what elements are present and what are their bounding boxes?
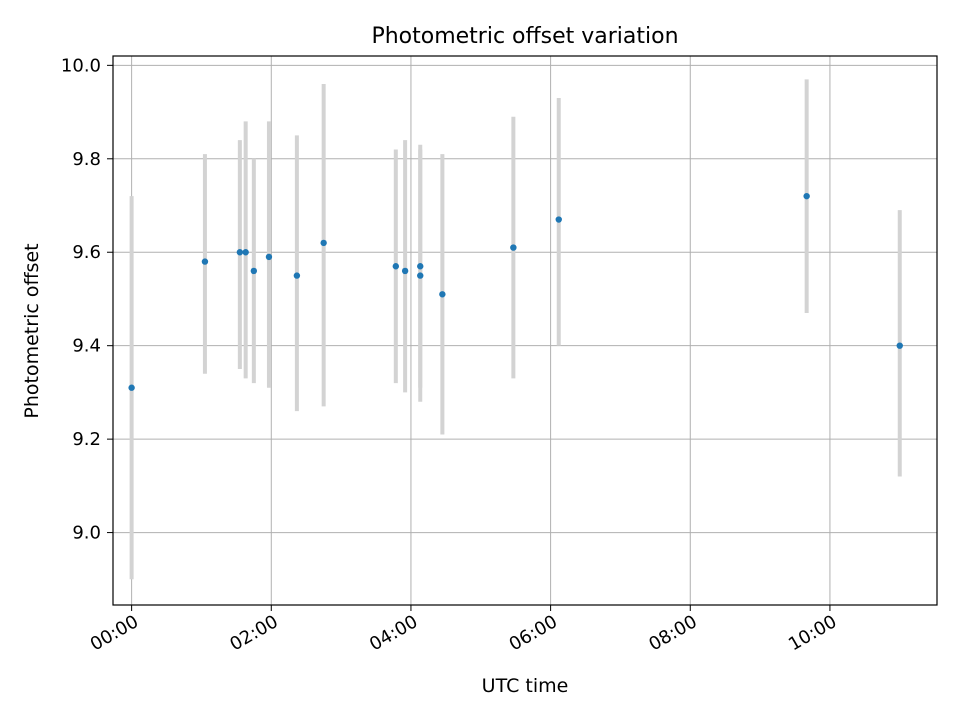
y-tick-label: 9.4 [72, 336, 101, 357]
data-point [242, 249, 249, 256]
data-point [320, 239, 327, 247]
data-point [510, 244, 517, 251]
chart-title: Photometric offset variation [371, 24, 678, 49]
axes-frame [112, 55, 938, 606]
data-point [293, 272, 301, 279]
data-point [236, 249, 244, 256]
data-point [896, 342, 903, 349]
y-axis-label: Photometric offset [21, 243, 43, 418]
data-point [201, 258, 209, 265]
y-tick-label: 9.8 [72, 149, 101, 170]
data-point [265, 253, 273, 261]
data-point [417, 272, 424, 279]
data-point [401, 267, 409, 275]
data-point [392, 263, 400, 270]
data-point [555, 216, 562, 223]
y-tick-label: 10.0 [61, 55, 101, 76]
data-point [439, 291, 446, 298]
y-tick-label: 9.0 [72, 523, 101, 544]
data-point [250, 267, 258, 275]
grid-lines [113, 56, 937, 605]
data-points [128, 192, 903, 391]
x-axis-label: UTC time [482, 675, 569, 697]
y-tick-label: 9.2 [72, 429, 101, 450]
data-point [803, 192, 810, 200]
y-tick-label: 9.6 [72, 242, 101, 263]
data-point [128, 384, 135, 391]
data-point [417, 263, 424, 270]
